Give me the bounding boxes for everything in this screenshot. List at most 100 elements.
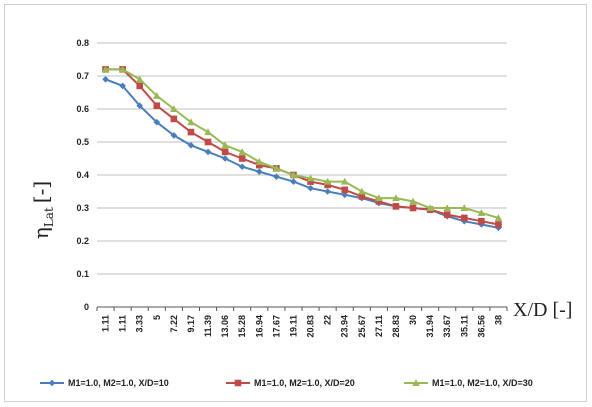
data-point — [136, 102, 144, 109]
legend-marker — [48, 379, 56, 387]
y-tick-labels: 0 0.1 0.2 0.3 0.4 0.5 0.6 0.7 0.8 — [76, 38, 89, 312]
data-point — [375, 194, 383, 202]
data-point — [409, 204, 417, 212]
x-tick-label: 1.11 — [101, 315, 111, 332]
x-axis — [96, 306, 508, 311]
x-tick-label: 19.11 — [288, 315, 298, 337]
x-tick-label: 1.11 — [118, 315, 128, 332]
series-2 — [102, 66, 502, 228]
data-point — [324, 181, 331, 189]
data-point — [307, 184, 314, 192]
x-axis-label: X/D [-] — [513, 299, 572, 321]
x-tick-label: 31.94 — [425, 315, 435, 338]
x-tick-label: 7.22 — [169, 315, 179, 333]
data-point — [341, 191, 349, 199]
data-point — [460, 214, 468, 222]
y-tick-label: 0.8 — [76, 38, 89, 48]
series-3 — [101, 65, 503, 221]
data-point — [170, 105, 178, 113]
data-point — [187, 118, 195, 126]
series-line — [105, 68, 499, 219]
data-point — [443, 204, 452, 212]
legend-label: M1=1.0, M2=1.0, X/D=20 — [254, 378, 355, 388]
data-point — [187, 128, 195, 136]
data-point — [409, 197, 417, 205]
data-point — [152, 92, 161, 99]
data-point — [221, 155, 229, 162]
data-point — [221, 148, 229, 156]
legend: M1=1.0, M2=1.0, X/D=10 M1=1.0, M2=1.0, X/… — [40, 378, 533, 388]
legend-marker — [412, 379, 420, 387]
x-tick-label: 9.17 — [186, 315, 196, 333]
x-tick-label: 33.67 — [442, 315, 452, 338]
x-tick-labels: 1.11 1.11 3.33 5 7.22 9.17 11.39 13.06 15.28 16.9… — [101, 315, 504, 338]
data-point — [392, 194, 400, 202]
x-tick-label: 30 — [408, 315, 418, 325]
x-tick-label: 5 — [152, 315, 162, 320]
data-point — [290, 178, 297, 185]
data-point — [170, 115, 178, 123]
data-point — [357, 187, 366, 195]
data-point — [118, 65, 127, 73]
x-tick-label: 23.94 — [340, 315, 350, 338]
x-tick-label: 22 — [323, 315, 333, 325]
data-point — [136, 82, 144, 90]
legend-item: M1=1.0, M2=1.0, X/D=10 — [40, 378, 169, 388]
data-point — [495, 221, 502, 228]
data-point — [341, 186, 349, 194]
series-group — [101, 65, 503, 232]
x-tick-label: 36.56 — [476, 315, 486, 338]
data-point — [102, 76, 109, 83]
legend-marker — [234, 379, 242, 387]
x-tick-label: 11.39 — [203, 315, 213, 337]
data-point — [477, 209, 486, 216]
data-point — [153, 118, 161, 126]
data-point — [221, 141, 229, 149]
x-tick-label: 16.94 — [254, 315, 264, 338]
data-point — [478, 217, 485, 225]
grid-lines — [97, 42, 507, 275]
data-point — [272, 164, 281, 172]
data-point — [323, 177, 332, 185]
y-axis-label-sub: Lat — [42, 207, 56, 227]
data-point — [238, 148, 247, 155]
legend-label: M1=1.0, M2=1.0, X/D=10 — [68, 378, 169, 388]
data-point — [426, 204, 434, 212]
x-tick-label: 28.83 — [391, 315, 401, 338]
data-point — [443, 211, 451, 218]
data-point — [273, 173, 280, 180]
data-point — [153, 102, 161, 109]
x-tick-label: 27.11 — [374, 315, 384, 337]
x-tick-label: 15.28 — [237, 315, 247, 338]
data-point — [307, 178, 314, 185]
y-tick-label: 0 — [84, 302, 89, 312]
y-axis-label-suffix: [-] — [29, 181, 53, 203]
data-point — [255, 158, 264, 165]
y-axis-label-main: η — [29, 227, 53, 239]
y-tick-label: 0.1 — [76, 269, 89, 279]
y-axis-label: ηLat [-] — [29, 181, 56, 239]
data-point — [238, 155, 246, 162]
series-line — [105, 68, 499, 226]
legend-item: M1=1.0, M2=1.0, X/D=30 — [404, 378, 533, 388]
data-point — [135, 75, 144, 83]
y-tick-label: 0.6 — [76, 104, 89, 114]
data-point — [238, 163, 246, 171]
y-tick-label: 0.7 — [76, 71, 89, 81]
x-tick-label: 3.33 — [135, 315, 145, 333]
legend-label: M1=1.0, M2=1.0, X/D=30 — [432, 378, 533, 388]
data-point — [255, 168, 263, 175]
data-point — [170, 132, 178, 139]
data-point — [375, 198, 383, 205]
y-tick-label: 0.2 — [76, 236, 89, 246]
data-point — [255, 161, 263, 169]
x-tick-label: 35.11 — [459, 315, 469, 337]
data-point — [101, 65, 110, 73]
data-point — [392, 203, 400, 210]
chart-frame — [4, 4, 587, 402]
data-point — [204, 138, 212, 146]
data-point — [340, 177, 349, 185]
data-point — [289, 171, 298, 179]
x-tick-label: 20.83 — [306, 315, 316, 338]
